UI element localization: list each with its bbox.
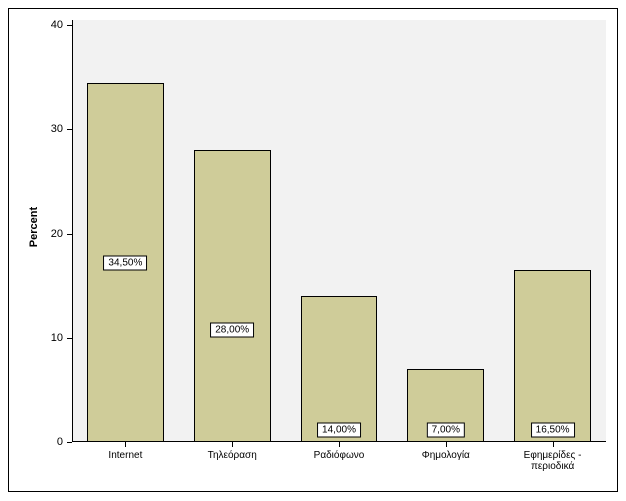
- x-tick-mark: [446, 442, 447, 447]
- x-tick-mark: [125, 442, 126, 447]
- bar-value-label: 16,50%: [531, 423, 575, 438]
- y-tick-mark: [67, 234, 72, 235]
- x-tick-mark: [339, 442, 340, 447]
- y-tick-mark: [67, 442, 72, 443]
- bar-value-label: 28,00%: [210, 323, 254, 338]
- x-tick-mark: [553, 442, 554, 447]
- y-axis-title: Percent: [28, 197, 40, 257]
- y-tick-mark: [67, 25, 72, 26]
- y-tick-mark: [67, 338, 72, 339]
- x-category-label: Ραδιόφωνο: [286, 450, 393, 461]
- bar-value-label: 34,50%: [103, 255, 147, 270]
- bar-value-label: 14,00%: [317, 423, 361, 438]
- y-tick-label: 30: [0, 123, 63, 135]
- bar-value-label: 7,00%: [427, 423, 465, 438]
- bar: [514, 270, 591, 442]
- x-category-label: Internet: [72, 450, 179, 461]
- x-category-label: Εφημερίδες - περιοδικά: [499, 450, 606, 472]
- y-tick-label: 40: [0, 19, 63, 31]
- bar: [301, 296, 378, 442]
- x-category-label: Φημολογία: [392, 450, 499, 461]
- bar: [194, 150, 271, 442]
- y-tick-mark: [67, 129, 72, 130]
- bar-chart: 010203040Percent34,50%Internet28,00%Τηλε…: [0, 0, 626, 501]
- y-tick-label: 10: [0, 332, 63, 344]
- x-tick-mark: [232, 442, 233, 447]
- x-category-label: Τηλεόραση: [179, 450, 286, 461]
- y-tick-label: 0: [0, 436, 63, 448]
